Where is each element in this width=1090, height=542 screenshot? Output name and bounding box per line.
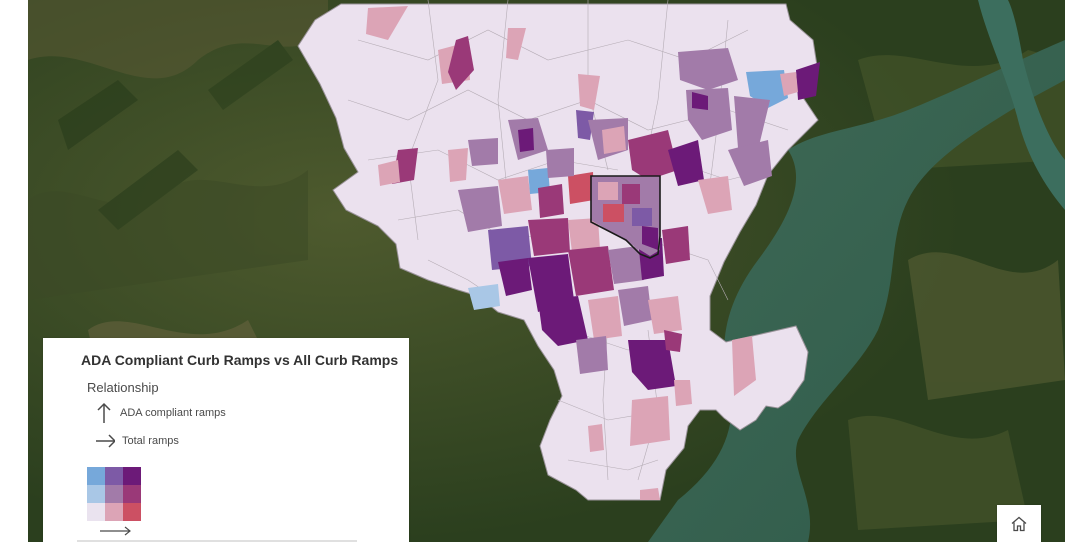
tract[interactable]: [518, 128, 534, 152]
home-button[interactable]: [997, 505, 1041, 542]
bivariate-color-grid: [87, 467, 142, 522]
tract[interactable]: [538, 296, 588, 346]
tract[interactable]: [648, 296, 682, 334]
legend-subtitle: Relationship: [87, 380, 159, 395]
river-water: [978, 0, 1065, 210]
tract[interactable]: [618, 286, 652, 326]
tract[interactable]: [568, 246, 614, 296]
tract[interactable]: [448, 36, 474, 90]
tract[interactable]: [538, 184, 564, 218]
grid-arrow-right-icon: [100, 526, 131, 536]
choropleth-tracts: [366, 6, 820, 500]
tract[interactable]: [598, 182, 618, 200]
tract[interactable]: [546, 148, 574, 178]
tract[interactable]: [468, 284, 500, 310]
tract[interactable]: [734, 96, 770, 150]
tract[interactable]: [366, 6, 408, 40]
tract[interactable]: [632, 208, 652, 226]
tract[interactable]: [796, 62, 820, 100]
tract[interactable]: [506, 28, 526, 60]
tract[interactable]: [622, 184, 640, 204]
map-view[interactable]: [28, 0, 1065, 542]
tract[interactable]: [576, 336, 608, 374]
tract[interactable]: [498, 176, 532, 214]
tract[interactable]: [664, 330, 682, 352]
legend-title: ADA Compliant Curb Ramps vs All Curb Ram…: [81, 352, 399, 368]
tract[interactable]: [576, 110, 594, 140]
tract[interactable]: [628, 130, 678, 180]
city-boundary-outline: [590, 175, 661, 259]
tract[interactable]: [468, 138, 498, 166]
tract[interactable]: [780, 72, 798, 96]
tract[interactable]: [640, 488, 660, 500]
legend-color-cell: [105, 467, 123, 485]
tract[interactable]: [588, 424, 604, 452]
tract[interactable]: [692, 92, 708, 110]
arrow-right-icon: [96, 434, 115, 448]
tract[interactable]: [448, 148, 468, 182]
tract[interactable]: [603, 204, 624, 222]
legend-color-cell: [87, 485, 105, 503]
legend-color-cell: [105, 485, 123, 503]
tract[interactable]: [568, 172, 594, 204]
map-canvas[interactable]: [28, 0, 1065, 542]
legend-color-cell: [123, 485, 141, 503]
legend-color-cell: [87, 467, 105, 485]
legend-x-axis-label: Total ramps: [122, 435, 179, 447]
tract[interactable]: [732, 336, 756, 396]
tract[interactable]: [674, 380, 692, 406]
tract[interactable]: [568, 218, 600, 252]
tract[interactable]: [378, 160, 400, 186]
legend-panel: ADA Compliant Curb Ramps vs All Curb Ram…: [43, 338, 409, 542]
tract[interactable]: [698, 176, 732, 214]
tract[interactable]: [608, 246, 644, 284]
arrow-up-icon: [97, 402, 111, 423]
tract[interactable]: [642, 226, 658, 250]
legend-color-cell: [123, 503, 141, 521]
tract[interactable]: [678, 48, 738, 90]
legend-color-cell: [105, 503, 123, 521]
legend-x-axis-row: Total ramps: [95, 430, 179, 452]
legend-y-axis-row: ADA compliant ramps: [95, 402, 226, 424]
tract[interactable]: [662, 226, 690, 264]
tract[interactable]: [588, 296, 622, 340]
tract[interactable]: [458, 186, 502, 232]
legend-color-cell: [123, 467, 141, 485]
tract[interactable]: [498, 258, 532, 296]
legend-y-axis-label: ADA compliant ramps: [120, 407, 226, 419]
home-icon: [1011, 516, 1027, 531]
tract[interactable]: [628, 340, 676, 390]
tract[interactable]: [728, 140, 772, 186]
tract[interactable]: [528, 254, 574, 312]
tract[interactable]: [578, 74, 600, 110]
tract[interactable]: [528, 218, 570, 256]
tract[interactable]: [602, 126, 626, 154]
legend-divider: [77, 540, 357, 542]
tract[interactable]: [630, 396, 670, 446]
legend-color-cell: [87, 503, 105, 521]
tract[interactable]: [668, 140, 704, 186]
